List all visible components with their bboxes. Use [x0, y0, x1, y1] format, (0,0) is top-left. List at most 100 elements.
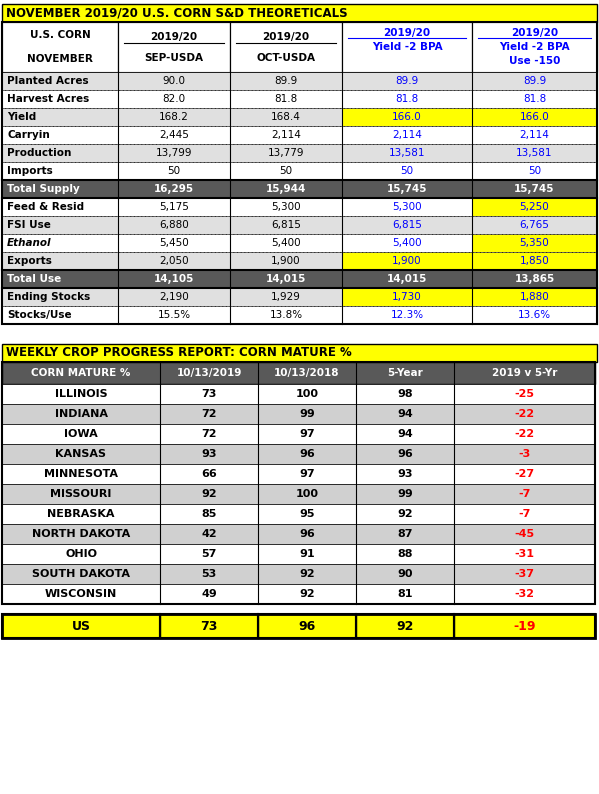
Text: 90.0: 90.0	[162, 76, 186, 86]
Bar	[2, 524, 160, 544]
Text: 98: 98	[397, 389, 413, 399]
Bar	[230, 126, 342, 144]
Text: NEBRASKA: NEBRASKA	[47, 509, 115, 519]
Bar	[2, 72, 118, 90]
Text: 81.8: 81.8	[395, 94, 419, 104]
Bar	[230, 22, 342, 72]
Text: 2019/20: 2019/20	[511, 28, 558, 38]
Bar	[2, 288, 118, 306]
Text: 99: 99	[299, 409, 315, 419]
Text: 10/13/2019: 10/13/2019	[176, 368, 241, 378]
Bar	[2, 404, 160, 424]
Text: -7: -7	[518, 509, 531, 519]
Text: 1,929: 1,929	[271, 292, 301, 302]
Bar	[2, 484, 160, 504]
Text: 89.9: 89.9	[523, 76, 546, 86]
Bar	[230, 90, 342, 108]
Bar	[2, 4, 597, 22]
Text: 168.2: 168.2	[159, 112, 189, 122]
Text: 72: 72	[201, 409, 217, 419]
Text: 5-Year: 5-Year	[387, 368, 423, 378]
Bar	[118, 108, 230, 126]
Bar	[454, 564, 595, 584]
Bar	[258, 584, 356, 604]
Bar	[356, 464, 454, 484]
Bar	[258, 384, 356, 404]
Text: 2019 v 5-Yr: 2019 v 5-Yr	[492, 368, 557, 378]
Text: -25: -25	[515, 389, 534, 399]
Bar	[2, 144, 118, 162]
Bar	[2, 564, 160, 584]
Text: MINNESOTA: MINNESOTA	[44, 469, 118, 479]
Bar	[356, 504, 454, 524]
Text: 53: 53	[201, 569, 217, 579]
Text: 12.3%: 12.3%	[391, 310, 423, 320]
Text: -22: -22	[515, 409, 534, 419]
Text: Ethanol: Ethanol	[7, 238, 52, 248]
Bar	[356, 584, 454, 604]
Bar	[454, 464, 595, 484]
Text: SEP-USDA: SEP-USDA	[144, 53, 204, 63]
Text: 92: 92	[397, 509, 413, 519]
Text: 81.8: 81.8	[274, 94, 298, 104]
Bar	[2, 306, 118, 324]
Bar	[454, 614, 595, 638]
Text: 96: 96	[299, 449, 315, 459]
Text: -37: -37	[515, 569, 534, 579]
Text: Feed & Resid: Feed & Resid	[7, 202, 84, 212]
Text: 1,900: 1,900	[392, 256, 422, 266]
Bar	[118, 162, 230, 180]
Text: 10/13/2018: 10/13/2018	[274, 368, 340, 378]
Text: 96: 96	[298, 619, 316, 633]
Text: 92: 92	[299, 569, 315, 579]
Bar	[118, 90, 230, 108]
Bar	[2, 362, 595, 384]
Bar	[342, 90, 472, 108]
Text: 93: 93	[201, 449, 217, 459]
Text: 90: 90	[397, 569, 413, 579]
Text: OCT-USDA: OCT-USDA	[256, 53, 316, 63]
Bar	[472, 252, 597, 270]
Bar	[160, 384, 258, 404]
Bar	[2, 464, 160, 484]
Bar	[472, 144, 597, 162]
Text: 50: 50	[168, 166, 180, 176]
Bar	[258, 524, 356, 544]
Bar	[2, 22, 597, 324]
Bar	[342, 198, 472, 216]
Bar	[472, 288, 597, 306]
Text: 100: 100	[295, 389, 319, 399]
Bar	[342, 22, 472, 72]
Bar	[2, 126, 118, 144]
Text: 89.9: 89.9	[274, 76, 298, 86]
Bar	[160, 464, 258, 484]
Text: 13,779: 13,779	[268, 148, 304, 158]
Text: 13,581: 13,581	[389, 148, 425, 158]
Text: 1,900: 1,900	[271, 256, 301, 266]
Bar	[356, 444, 454, 464]
Bar	[230, 198, 342, 216]
Text: MISSOURI: MISSOURI	[50, 489, 111, 499]
Bar	[356, 384, 454, 404]
Text: 2019/20: 2019/20	[150, 32, 198, 42]
Text: 166.0: 166.0	[392, 112, 422, 122]
Text: 14,015: 14,015	[266, 274, 306, 284]
Text: -3: -3	[518, 449, 531, 459]
Text: 97: 97	[299, 469, 315, 479]
Bar	[472, 306, 597, 324]
Bar	[2, 252, 118, 270]
Bar	[342, 306, 472, 324]
Text: -27: -27	[515, 469, 534, 479]
Bar	[160, 484, 258, 504]
Text: 2019/20: 2019/20	[262, 32, 310, 42]
Text: 92: 92	[201, 489, 217, 499]
Bar	[258, 404, 356, 424]
Bar	[258, 484, 356, 504]
Bar	[2, 162, 118, 180]
Bar	[258, 464, 356, 484]
Text: 6,880: 6,880	[159, 220, 189, 230]
Text: 92: 92	[397, 619, 414, 633]
Bar	[160, 424, 258, 444]
Bar	[2, 344, 597, 362]
Bar	[454, 404, 595, 424]
